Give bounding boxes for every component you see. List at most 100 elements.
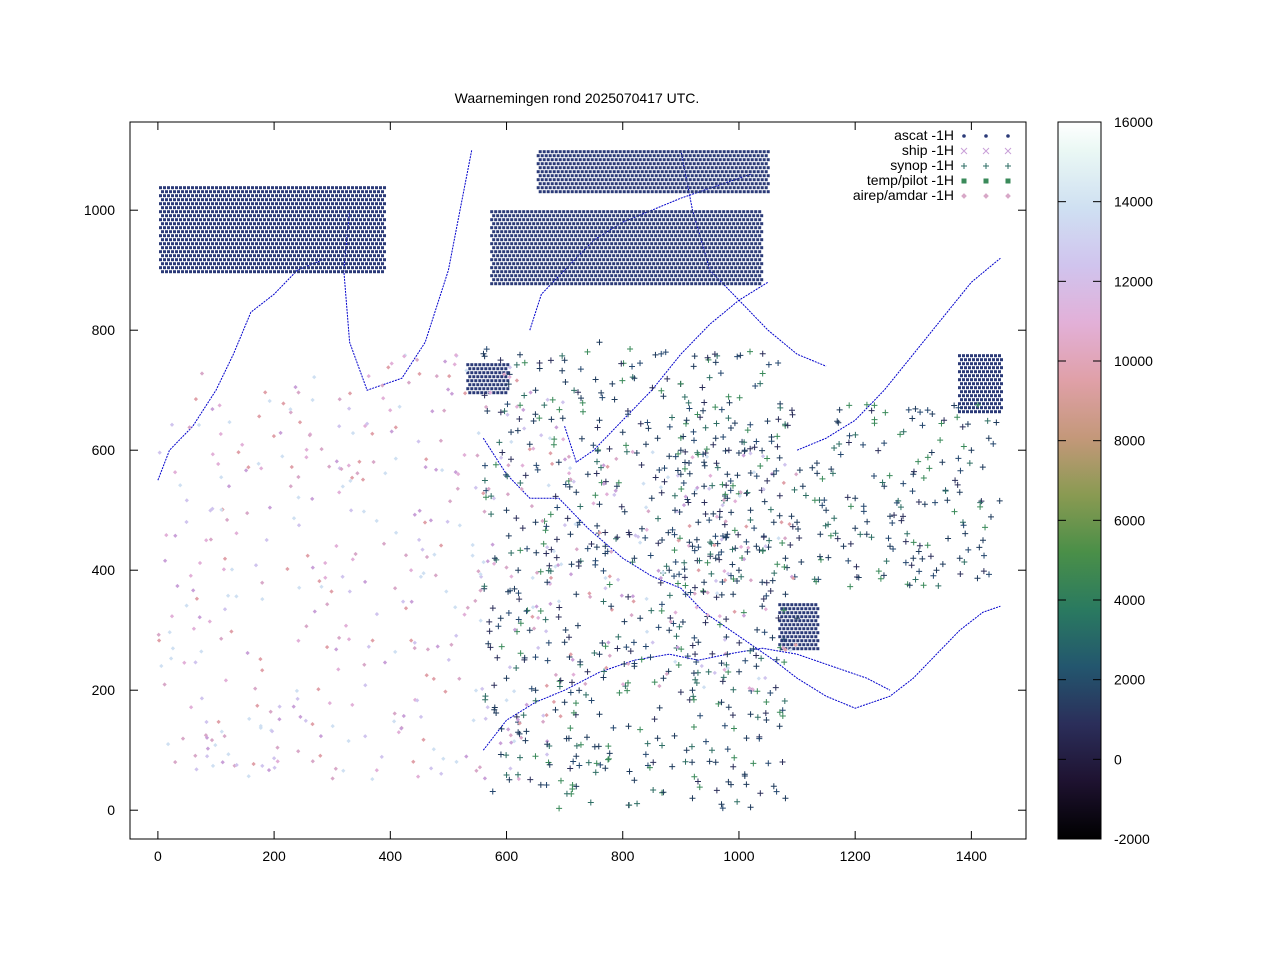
ascat-point bbox=[548, 246, 552, 250]
ascat-point bbox=[263, 258, 266, 262]
synop-point bbox=[670, 620, 677, 627]
ascat-point bbox=[664, 162, 668, 166]
ascat-point bbox=[325, 222, 328, 226]
synop-point bbox=[753, 652, 760, 659]
ascat-point bbox=[329, 254, 332, 258]
ascat-point bbox=[642, 166, 646, 170]
ascat-point bbox=[656, 246, 660, 250]
ascat-point bbox=[317, 198, 320, 202]
ascat-point bbox=[800, 615, 804, 619]
ascat-point bbox=[229, 262, 232, 266]
airep-point bbox=[714, 514, 720, 519]
ascat-point bbox=[247, 266, 250, 270]
synop-point bbox=[637, 360, 644, 367]
ascat-point bbox=[708, 178, 712, 182]
ascat-point bbox=[325, 190, 328, 194]
ascat-point bbox=[522, 282, 526, 286]
ascat-point bbox=[636, 178, 640, 182]
synop-point bbox=[659, 789, 666, 796]
ascat-point bbox=[530, 242, 534, 246]
airep-point bbox=[363, 683, 368, 688]
ascat-point bbox=[622, 190, 626, 194]
ascat-point bbox=[383, 210, 386, 214]
ascat-point bbox=[596, 230, 600, 234]
ascat-point bbox=[568, 238, 572, 242]
ascat-point bbox=[490, 250, 494, 254]
ascat-point bbox=[185, 262, 188, 266]
synop-point bbox=[910, 468, 917, 475]
ascat-point bbox=[542, 282, 546, 286]
ascat-point bbox=[494, 282, 498, 286]
ascat-point bbox=[590, 150, 594, 154]
ascat-point bbox=[263, 226, 266, 230]
ascat-point bbox=[540, 270, 544, 274]
ascat-point bbox=[257, 270, 260, 274]
ascat-point bbox=[550, 234, 554, 238]
ascat-point bbox=[159, 258, 162, 262]
ascat-point bbox=[564, 262, 568, 266]
ascat-point bbox=[588, 254, 592, 258]
ascat-point bbox=[658, 242, 662, 246]
synop-point bbox=[941, 417, 948, 424]
ascat-point bbox=[255, 258, 258, 262]
synop-point bbox=[517, 402, 524, 409]
airep-point bbox=[530, 614, 535, 619]
synop-site bbox=[881, 483, 888, 490]
synop-point bbox=[689, 642, 696, 649]
synop-point bbox=[942, 487, 949, 494]
ascat-point bbox=[600, 178, 604, 182]
ascat-point bbox=[502, 387, 506, 391]
ascat-point bbox=[253, 214, 256, 218]
ascat-point bbox=[734, 182, 738, 186]
ascat-point bbox=[490, 387, 494, 391]
ascat-point bbox=[626, 250, 630, 254]
synop-site bbox=[544, 741, 551, 748]
ascat-point bbox=[193, 254, 196, 258]
ascat-point bbox=[700, 230, 704, 234]
airep-point bbox=[397, 404, 402, 409]
ascat-point bbox=[504, 391, 508, 395]
ascat-point bbox=[249, 270, 252, 274]
synop-point bbox=[497, 357, 504, 364]
ascat-point bbox=[165, 222, 168, 226]
ascat-point bbox=[327, 242, 330, 246]
ascat-point bbox=[634, 210, 638, 214]
ascat-point bbox=[650, 150, 654, 154]
synop-point bbox=[536, 415, 543, 422]
ascat-point bbox=[672, 170, 676, 174]
ascat-point bbox=[221, 214, 224, 218]
ascat-point bbox=[590, 274, 594, 278]
ascat-point bbox=[986, 402, 989, 406]
ascat-point bbox=[191, 242, 194, 246]
synop-site bbox=[555, 459, 562, 466]
ascat-point bbox=[698, 234, 702, 238]
airep-point bbox=[544, 712, 549, 718]
ascat-point bbox=[550, 190, 554, 194]
ascat-point bbox=[259, 218, 262, 222]
synop-point bbox=[686, 405, 693, 412]
synop-point bbox=[877, 575, 884, 582]
synop-point bbox=[703, 446, 710, 453]
airep-point bbox=[687, 523, 692, 529]
ascat-point bbox=[193, 190, 196, 194]
ascat-point bbox=[728, 270, 732, 274]
synop-point bbox=[671, 732, 678, 739]
ascat-point bbox=[978, 410, 981, 414]
ascat-point bbox=[231, 242, 234, 246]
airep-point bbox=[609, 549, 614, 554]
ascat-point bbox=[704, 178, 708, 182]
ascat-point bbox=[608, 238, 612, 242]
airep-point bbox=[304, 447, 309, 452]
ascat-point bbox=[357, 254, 360, 258]
ascat-point bbox=[640, 278, 644, 282]
ascat-point bbox=[317, 214, 320, 218]
ascat-point bbox=[958, 362, 961, 366]
ascat-point bbox=[554, 218, 558, 222]
ascat-point bbox=[231, 210, 234, 214]
ascat-point bbox=[962, 402, 965, 406]
ascat-point bbox=[802, 603, 806, 607]
airep-point bbox=[443, 689, 448, 694]
ascat-point bbox=[195, 202, 198, 206]
ascat-point bbox=[179, 250, 182, 254]
